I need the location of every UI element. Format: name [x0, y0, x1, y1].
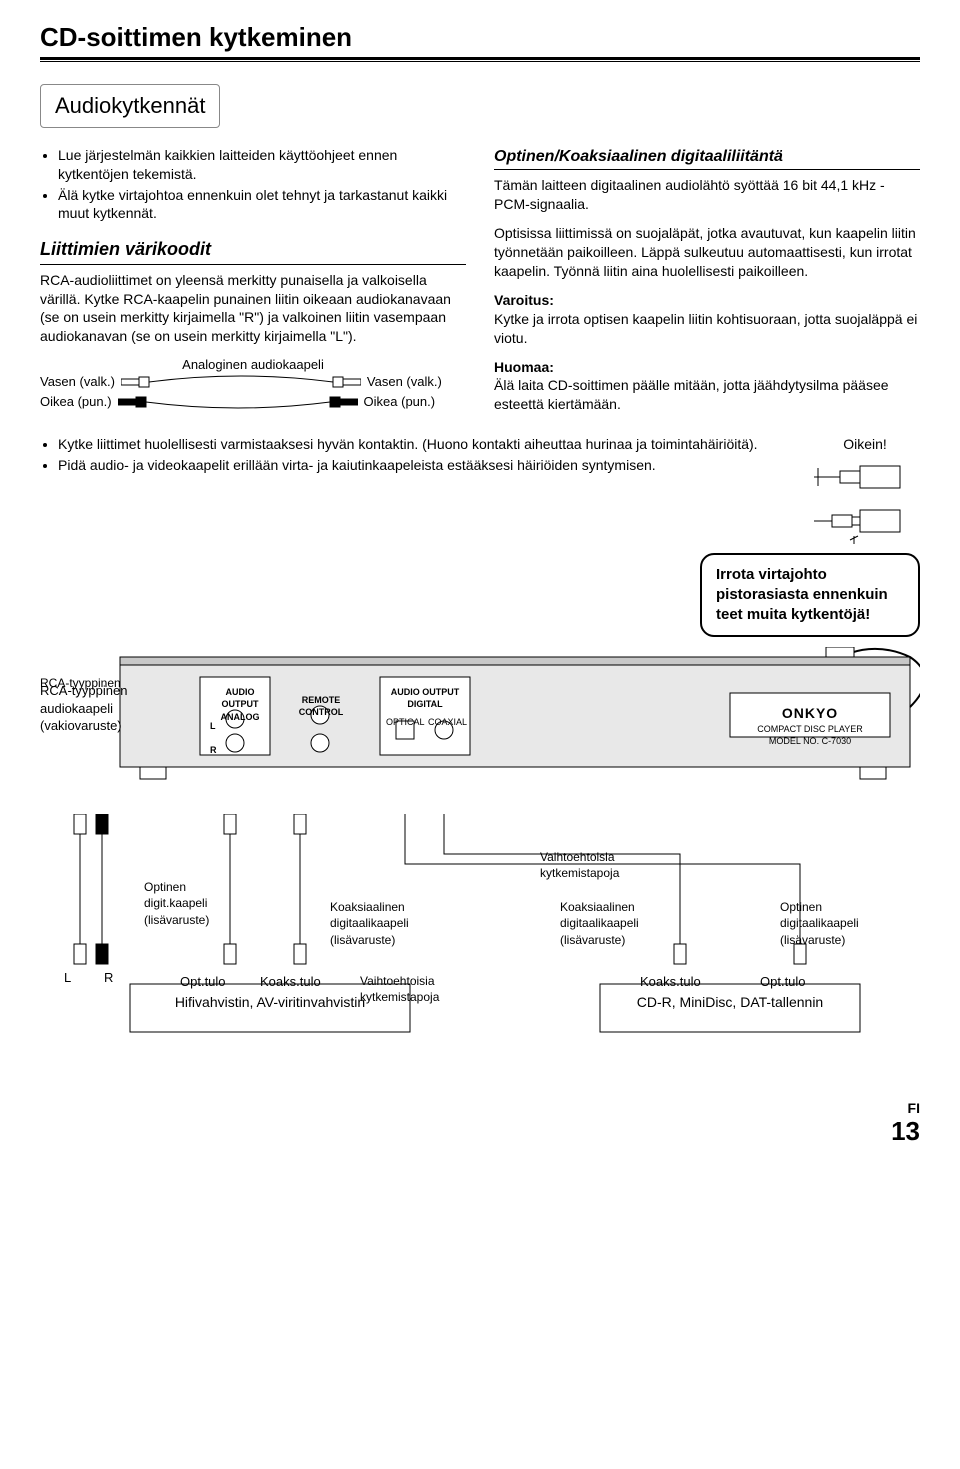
white-cable-icon	[121, 374, 361, 390]
cable-left-red-label: Oikea (pun.)	[40, 393, 112, 411]
footer-lang: FI	[40, 1099, 920, 1118]
warning-block: Varoitus: Kytke ja irrota optisen kaapel…	[494, 291, 920, 348]
audio-output-label: AUDIO OUTPUTANALOG	[210, 686, 270, 722]
bullet: Älä kytke virtajohtoa ennenkuin olet teh…	[58, 186, 466, 224]
red-cable-icon	[118, 394, 358, 410]
color-codes-heading: Liittimien värikoodit	[40, 237, 466, 264]
opt-in-label-2: Opt.tulo	[760, 973, 806, 991]
bullet: Pidä audio- ja videokaapelit erillään vi…	[58, 456, 794, 475]
cable-right-white-label: Vasen (valk.)	[367, 373, 442, 391]
color-codes-text: RCA-audioliittimet on yleensä merkitty p…	[40, 271, 466, 347]
coax-in-label-2: Koaks.tulo	[640, 973, 701, 991]
digital-p2: Optisissa liittimissä on suojaläpät, jot…	[494, 224, 920, 281]
section-subtitle: Audiokytkennät	[40, 84, 220, 128]
note-label: Huomaa:	[494, 359, 554, 375]
connection-tips: Kytke liittimet huolellisesti varmistaak…	[40, 435, 920, 553]
device2-label: CD-R, MiniDisc, DAT-tallennin	[600, 993, 860, 1012]
l-plug-label: L	[64, 969, 71, 987]
note-text: Älä laita CD-soittimen päälle mitään, jo…	[494, 377, 889, 412]
cable-left-white-label: Vasen (valk.)	[40, 373, 115, 391]
brand-sub-label: COMPACT DISC PLAYER	[740, 723, 880, 735]
bottom-wiring-diagram: L R Optinen digit.kaapeli (lisävaruste) …	[40, 814, 920, 1049]
opt-in-label-1: Opt.tulo	[180, 973, 226, 991]
rear-panel-diagram: RCA-tyyppinen RCA-tyyppinen audiokaapeli…	[40, 647, 920, 802]
cable-right-red-label: Oikea (pun.)	[364, 393, 436, 411]
optical-cable-label: Optinen digit.kaapeli (lisävaruste)	[144, 879, 234, 928]
r-plug-label: R	[104, 969, 113, 987]
analog-cable-diagram: Analoginen audiokaapeli Vasen (valk.) Va…	[40, 356, 466, 411]
brand-label: ONKYO	[740, 704, 880, 723]
bullet: Lue järjestelmän kaikkien laitteiden käy…	[58, 146, 466, 184]
l-label: L	[210, 720, 216, 732]
digital-output-label: AUDIO OUTPUTDIGITAL	[390, 686, 460, 710]
digital-p1: Tämän laitteen digitaalinen audiolähtö s…	[494, 176, 920, 214]
warning-label: Varoitus:	[494, 292, 554, 308]
coax-cable2-label: Koaksiaalinen digitaalikaapeli (lisävaru…	[560, 899, 670, 948]
coaxial-label: COAXIAL	[428, 716, 467, 728]
title-rule-thin	[40, 61, 920, 62]
oikein-label: Oikein!	[810, 435, 920, 454]
r-label: R	[210, 744, 217, 756]
device1-label: Hifivahvistin, AV-viritinvahvistin	[130, 993, 410, 1012]
intro-bullets: Lue järjestelmän kaikkien laitteiden käy…	[40, 146, 466, 224]
title-rule-thick	[40, 57, 920, 60]
footer-page-number: 13	[40, 1118, 920, 1144]
rca-cable-label: RCA-tyyppinen audiokaapeli (vakiovaruste…	[40, 682, 130, 735]
cable-center-label: Analoginen audiokaapeli	[40, 356, 466, 374]
coax-cable-label: Koaksiaalinen digitaalikaapeli (lisävaru…	[330, 899, 440, 948]
model-label: MODEL NO. C-7030	[740, 735, 880, 747]
left-column: Lue järjestelmän kaikkien laitteiden käy…	[40, 146, 466, 427]
two-column-layout: Lue järjestelmän kaikkien laitteiden käy…	[40, 146, 920, 427]
alt-conn-label-top: Vaihtoehtoisia kytkemistapoja	[540, 849, 650, 881]
optical-label: OPTICAL	[386, 716, 425, 728]
note-block: Huomaa: Älä laita CD-soittimen päälle mi…	[494, 358, 920, 415]
page-footer: FI 13	[40, 1099, 920, 1144]
power-warning-callout: Irrota virtajohto pistorasiasta ennenkui…	[700, 553, 920, 638]
warning-text: Kytke ja irrota optisen kaapelin liitin …	[494, 311, 917, 346]
bullet: Kytke liittimet huolellisesti varmistaak…	[58, 435, 794, 454]
remote-label: REMOTE CONTROL	[296, 694, 346, 718]
correct-insertion-diagram: Oikein!	[810, 435, 920, 553]
optical-cable2-label: Optinen digitaalikaapeli (lisävaruste)	[780, 899, 900, 948]
tips-bullets: Kytke liittimet huolellisesti varmistaak…	[40, 435, 794, 475]
right-column: Optinen/Koaksiaalinen digitaaliliitäntä …	[494, 146, 920, 427]
coax-in-label-1: Koaks.tulo	[260, 973, 321, 991]
page-title: CD-soittimen kytkeminen	[40, 20, 920, 55]
digital-heading: Optinen/Koaksiaalinen digitaaliliitäntä	[494, 146, 920, 171]
